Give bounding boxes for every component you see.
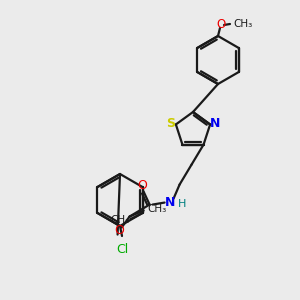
Text: CH₃: CH₃ bbox=[233, 19, 252, 29]
Text: N: N bbox=[210, 117, 220, 130]
Text: CH₃: CH₃ bbox=[110, 215, 130, 225]
Text: O: O bbox=[138, 179, 148, 192]
Text: N: N bbox=[164, 196, 175, 209]
Text: Cl: Cl bbox=[116, 243, 128, 256]
Text: CH₃: CH₃ bbox=[148, 204, 167, 214]
Text: O: O bbox=[216, 19, 226, 32]
Text: H: H bbox=[178, 199, 186, 208]
Text: S: S bbox=[167, 117, 176, 130]
Text: O: O bbox=[115, 224, 124, 237]
